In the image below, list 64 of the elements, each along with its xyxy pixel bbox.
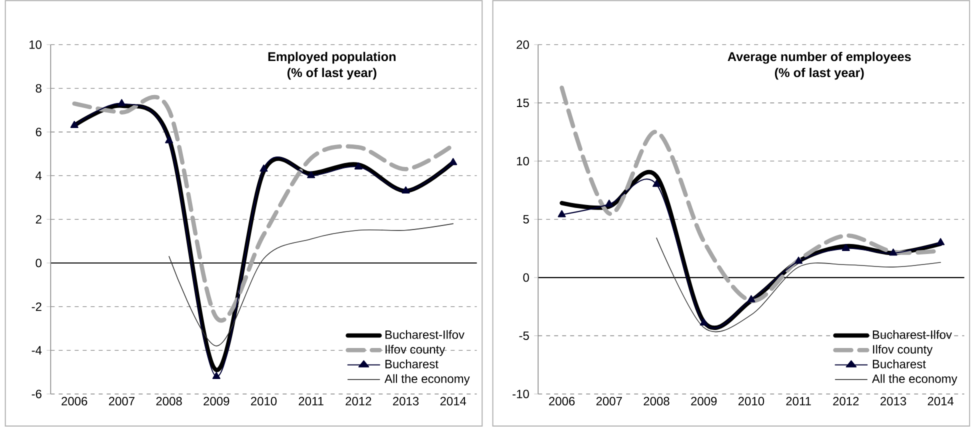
x-tick-label: 2006 bbox=[62, 397, 88, 406]
point bbox=[842, 244, 850, 252]
y-tick-label: -6 bbox=[32, 390, 42, 398]
x-tick-label: 2009 bbox=[691, 397, 717, 406]
legend-label: All the economy bbox=[872, 374, 958, 386]
x-tick-label: 2011 bbox=[298, 397, 324, 406]
point bbox=[747, 295, 756, 302]
y-tick-label: 6 bbox=[36, 128, 42, 136]
y-tick-label: 10 bbox=[517, 157, 529, 166]
point bbox=[700, 318, 708, 326]
x-tick-label: 2013 bbox=[880, 397, 906, 406]
legend-label: Bucharest bbox=[872, 360, 926, 369]
point bbox=[260, 164, 268, 172]
y-tick-label: -10 bbox=[512, 390, 529, 398]
point bbox=[652, 180, 661, 188]
x-tick-label: 2007 bbox=[108, 397, 134, 406]
point bbox=[402, 186, 410, 194]
y-tick-label: -5 bbox=[519, 332, 529, 340]
point bbox=[936, 238, 945, 246]
legend-label: Bucharest bbox=[385, 360, 438, 369]
point bbox=[307, 171, 316, 178]
legend-label: Bucharest-Ilfov bbox=[385, 330, 464, 340]
x-tick-label: 2012 bbox=[346, 397, 372, 406]
y-tick-label: 0 bbox=[36, 258, 42, 268]
x-tick-label: 2013 bbox=[393, 397, 419, 406]
x-tick-label: 2009 bbox=[204, 397, 230, 406]
point bbox=[605, 200, 614, 207]
text: Employed population bbox=[268, 52, 396, 64]
point bbox=[212, 372, 220, 380]
legend-label: All the economy bbox=[384, 374, 470, 386]
y-tick-label: 10 bbox=[30, 40, 42, 50]
x-tick-label: 2008 bbox=[156, 397, 182, 406]
text: (% of last year) bbox=[287, 68, 376, 80]
y-tick-label: 20 bbox=[516, 40, 529, 50]
point bbox=[354, 162, 362, 170]
y-tick-label: 0 bbox=[523, 274, 529, 282]
x-tick-label: 2008 bbox=[644, 397, 670, 406]
y-tick-label: 5 bbox=[523, 215, 529, 224]
x-tick-label: 2014 bbox=[928, 397, 954, 406]
y-tick-label: -4 bbox=[32, 346, 42, 355]
y-tick-label: 4 bbox=[36, 172, 42, 180]
x-tick-label: 2010 bbox=[250, 397, 277, 406]
point bbox=[70, 121, 78, 128]
point bbox=[889, 248, 898, 256]
point bbox=[794, 256, 803, 264]
y-tick-label: 15 bbox=[517, 98, 529, 108]
y-tick-label: -2 bbox=[32, 302, 42, 312]
point bbox=[118, 99, 126, 106]
x-tick-label: 2012 bbox=[833, 397, 859, 406]
x-tick-label: 2007 bbox=[596, 397, 622, 406]
x-tick-label: 2014 bbox=[440, 397, 466, 406]
x-tick-label: 2011 bbox=[786, 397, 811, 406]
legend-label: Bucharest-Ilfov bbox=[872, 330, 952, 340]
point bbox=[558, 210, 566, 218]
text: (% of last year) bbox=[774, 68, 864, 80]
text: Average number of employees bbox=[728, 52, 911, 64]
legend-label: Ilfov county bbox=[873, 345, 933, 356]
x-tick-label: 2010 bbox=[738, 397, 764, 406]
y-tick-label: 8 bbox=[36, 84, 42, 93]
x-tick-label: 2006 bbox=[549, 397, 575, 406]
point bbox=[449, 158, 458, 166]
point bbox=[165, 136, 174, 144]
y-tick-label: 2 bbox=[36, 215, 42, 224]
legend-label: Ilfov county bbox=[386, 345, 446, 356]
